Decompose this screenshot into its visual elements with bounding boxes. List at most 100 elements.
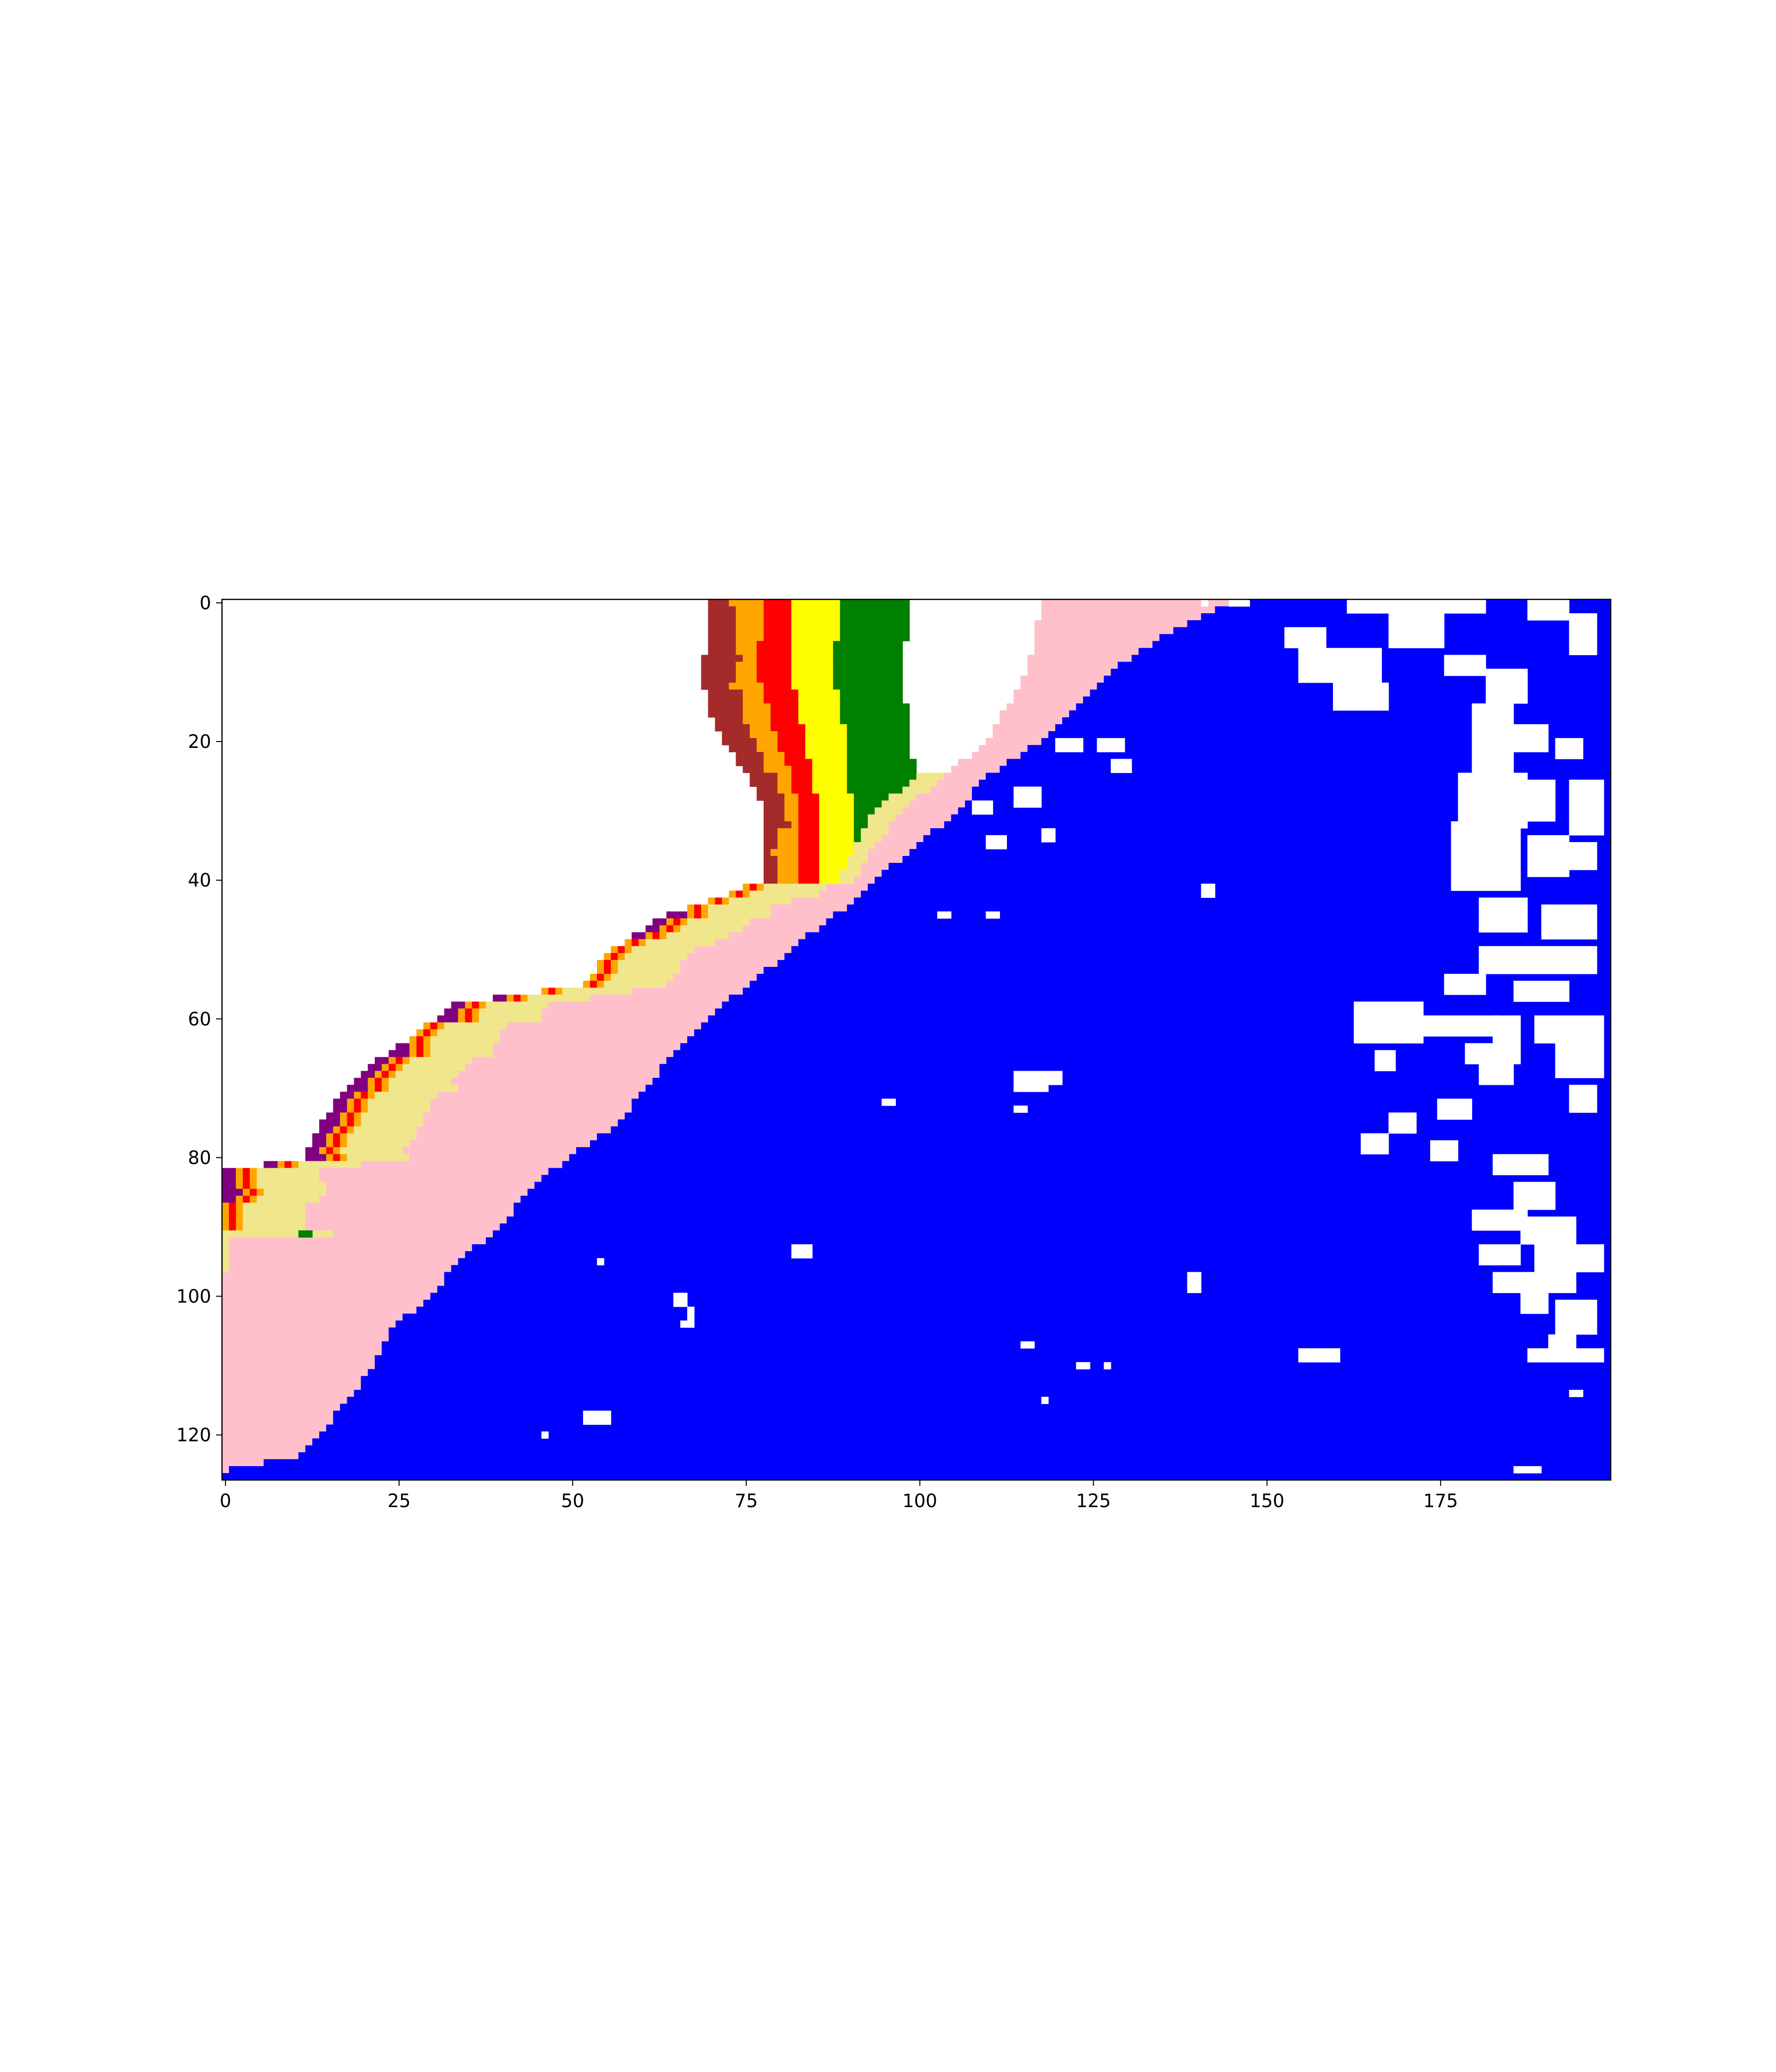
cell-blue [347,1397,1611,1404]
cell-khaki [243,1202,306,1210]
cell-blue [458,1258,1611,1265]
cell-green [840,696,903,704]
cell-yellow [819,814,854,822]
cell-orange [409,1043,417,1051]
cell-brown [708,634,737,641]
cell-pink [222,1334,389,1342]
cell-pink [680,966,764,974]
cell-red [611,953,618,961]
cell-orange [250,1168,257,1176]
cell-empty [1479,946,1597,974]
cell-khaki [687,918,750,926]
cell-green [847,752,910,759]
cell-blue [444,1279,1611,1287]
cell-blue [423,1299,1611,1307]
cell-orange [340,1133,347,1141]
cell-orange [250,1175,257,1183]
cell-red [243,1195,250,1203]
cell-empty [986,911,1000,919]
cell-blue [680,1043,1611,1051]
cell-empty [1388,1112,1417,1134]
cell-yellow [819,807,854,815]
cell-red [770,724,806,732]
cell-pink [875,842,917,850]
cell-pink [222,1320,396,1328]
cell-yellow [791,613,841,621]
cell-blue [777,960,1611,967]
cell-purple [222,1168,236,1176]
cell-green [847,766,917,773]
cell-brown [763,870,778,877]
cell-yellow [798,696,841,704]
cell-yellow [798,710,841,718]
cell-orange [729,599,764,607]
cell-empty [1569,842,1597,870]
cell-orange [736,620,764,628]
cell-green [840,710,910,718]
cell-empty [1444,1015,1500,1037]
cell-orange [777,870,799,877]
x-tick-label: 75 [735,1490,758,1512]
cell-pink [305,1209,514,1217]
cell-khaki [666,932,730,940]
cell-pink [229,1244,473,1252]
cell-blue [875,877,1611,884]
cell-brown [715,717,743,725]
cell-purple [319,1126,333,1134]
cell-pink [548,1001,723,1009]
cell-orange [659,932,667,940]
cell-brown [763,821,792,829]
cell-purple [263,1161,278,1169]
cell-blue [833,911,1611,919]
cell-pink [944,773,986,780]
cell-khaki [298,1161,362,1169]
cell-khaki [867,821,889,829]
cell-pink [492,1043,681,1051]
cell-green [840,606,910,614]
cell-pink [222,1376,362,1383]
cell-red [763,606,792,614]
cell-green [840,613,910,621]
cell-empty [1479,1064,1514,1085]
cell-brown [736,752,764,759]
cell-blue [340,1404,1611,1411]
cell-blue [492,1230,1611,1238]
cell-blue [514,1209,1611,1217]
cell-red [756,662,792,669]
cell-khaki [888,793,917,801]
cell-red [798,856,820,863]
cell-red [374,1084,382,1092]
cell-brown [708,703,743,711]
cell-red [749,884,757,891]
cell-orange [736,648,757,656]
cell-orange [340,1154,347,1162]
cell-khaki [263,1188,327,1196]
cell-pink [451,1077,653,1085]
cell-green [833,668,903,676]
cell-brown [708,620,737,628]
cell-orange [347,1098,355,1106]
cell-orange [729,890,737,898]
cell-orange [763,759,785,766]
cell-blue [791,946,1611,954]
cell-red [777,738,806,745]
cell-empty [972,800,993,815]
cell-empty [1458,773,1528,829]
cell-pink [895,814,952,822]
cell-orange [604,953,611,961]
cell-khaki [479,1015,542,1023]
cell-khaki [562,988,632,995]
cell-pink [229,1237,486,1245]
cell-red [243,1175,250,1183]
cell-brown [749,773,778,780]
cell-green [847,759,917,766]
cell-orange [736,668,757,676]
cell-blue [652,1077,1611,1085]
cell-khaki [916,773,945,780]
cell-blue [611,1126,1611,1134]
cell-pink [222,1293,431,1300]
cell-red [763,599,792,607]
cell-purple [395,1043,410,1051]
cell-green [847,731,910,739]
cell-red [631,939,639,947]
